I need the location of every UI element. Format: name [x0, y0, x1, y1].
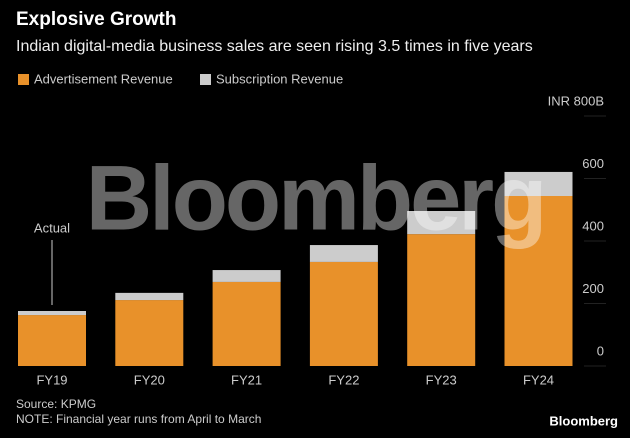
x-tick-label: FY20	[134, 372, 165, 387]
source: Source: KPMG	[16, 397, 96, 411]
y-tick-label: 600	[582, 156, 604, 171]
bar-segment	[504, 196, 573, 366]
bar-segment	[18, 315, 86, 366]
y-tick-label: 0	[597, 343, 604, 358]
bar-segment	[309, 261, 378, 366]
y-tick-label: 200	[582, 281, 604, 296]
legend-swatch	[200, 74, 211, 85]
bar-segment	[212, 270, 281, 282]
bar-segment	[407, 234, 476, 366]
x-tick-label: FY21	[231, 372, 262, 387]
legend-swatch	[18, 74, 29, 85]
chart-subtitle: Indian digital-media business sales are …	[16, 38, 533, 55]
note: NOTE: Financial year runs from April to …	[16, 412, 261, 426]
legend-label: Subscription Revenue	[216, 71, 343, 86]
logo: Bloomberg	[549, 413, 618, 428]
x-tick-label: FY19	[36, 372, 67, 387]
bar-segment	[115, 292, 184, 301]
y-tick-label: INR 800B	[548, 93, 604, 108]
annotation: Actual	[34, 220, 70, 235]
x-tick-label: FY23	[426, 372, 457, 387]
bar-segment	[212, 281, 281, 366]
chart-title: Explosive Growth	[16, 9, 176, 30]
bar-segment	[115, 300, 184, 366]
legend-label: Advertisement Revenue	[34, 71, 173, 86]
watermark: Bloomberg	[86, 147, 545, 249]
x-tick-label: FY24	[523, 372, 554, 387]
bar-segment	[309, 245, 378, 262]
y-tick-label: 400	[582, 218, 604, 233]
x-tick-label: FY22	[328, 372, 359, 387]
bar-segment	[18, 311, 86, 316]
bar-segment	[504, 171, 573, 196]
bar-segment	[407, 211, 476, 235]
